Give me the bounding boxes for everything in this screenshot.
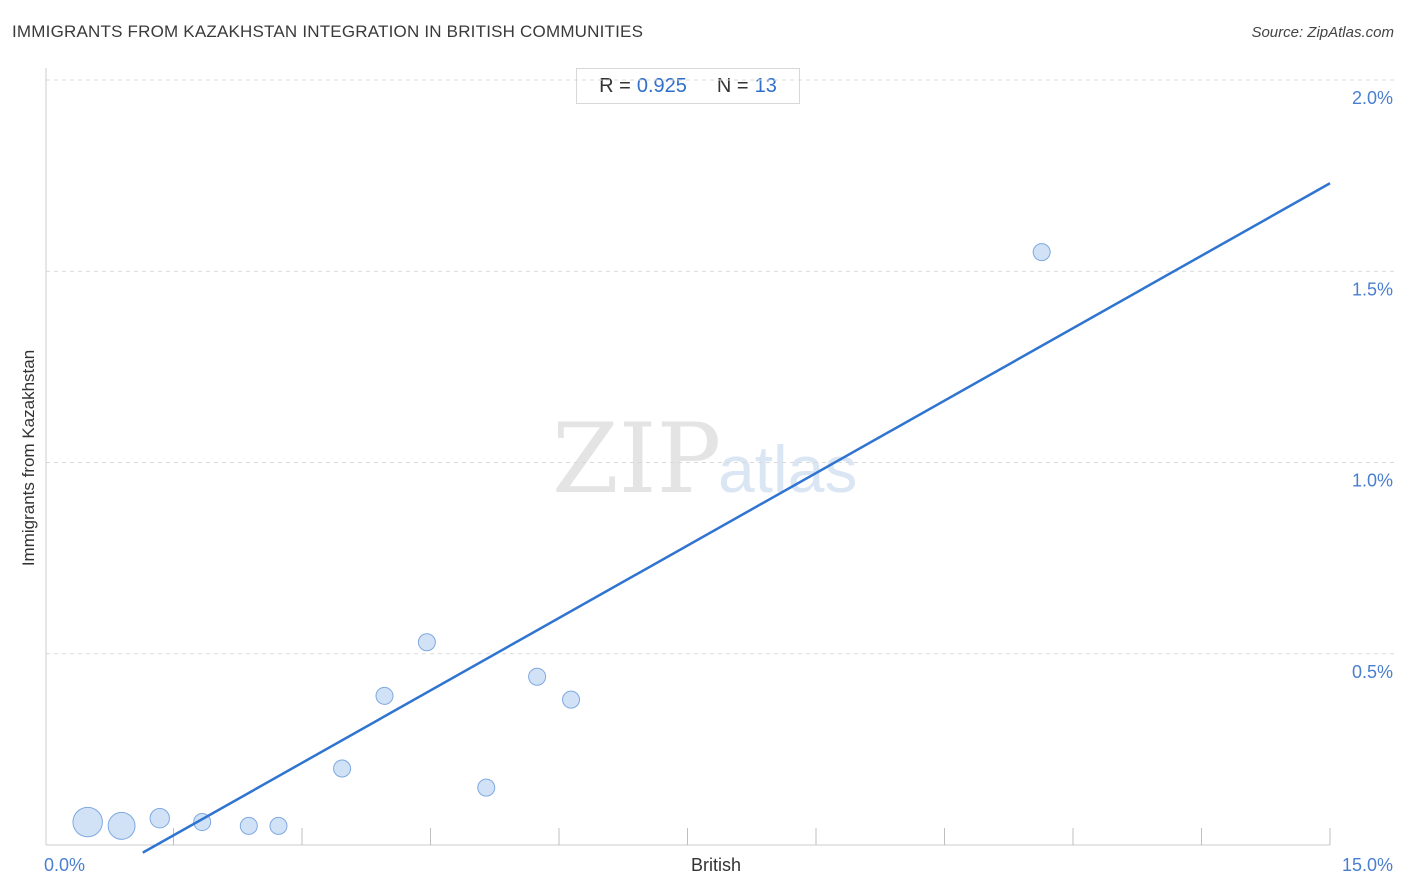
data-point-2 <box>149 808 170 829</box>
y-tick-label-2: 1.5% <box>1352 279 1393 299</box>
x-axis-label: British <box>691 855 741 875</box>
y-tick-label-3: 2.0% <box>1352 88 1393 108</box>
data-point-6 <box>333 759 352 778</box>
data-point-12 <box>1032 243 1051 262</box>
trend-line-group <box>142 182 1331 854</box>
data-point-9 <box>477 778 496 797</box>
tick-labels: 0.5% 1.0% 1.5% 2.0% 0.0% 15.0% <box>44 88 1393 875</box>
y-tick-label-1: 1.0% <box>1352 471 1393 491</box>
trend-line <box>142 182 1331 854</box>
stats-box: R = 0.925 N = 13 <box>576 68 800 104</box>
y-tick-label-0: 0.5% <box>1352 662 1393 682</box>
x-tick-label-0: 0.0% <box>44 855 85 875</box>
data-point-0 <box>72 806 103 838</box>
data-point-10 <box>528 667 547 686</box>
x-tick-label-1: 15.0% <box>1342 855 1393 875</box>
watermark-zip: ZIP <box>552 403 721 515</box>
watermark-atlas: atlas <box>718 432 857 506</box>
y-axis-label: Immigrants from Kazakhstan <box>19 350 38 566</box>
watermark: ZIP atlas <box>552 403 857 515</box>
grid <box>46 79 1395 655</box>
data-point-4 <box>239 816 258 835</box>
n-label: N = <box>716 74 749 97</box>
data-point-5 <box>269 816 288 835</box>
data-point-1 <box>107 811 136 840</box>
chart-title: IMMIGRANTS FROM KAZAKHSTAN INTEGRATION I… <box>12 22 644 41</box>
data-point-7 <box>375 686 394 705</box>
data-point-8 <box>417 633 436 652</box>
source-credit: Source: ZipAtlas.com <box>1251 24 1394 41</box>
data-points <box>72 243 1051 840</box>
data-point-11 <box>562 690 581 709</box>
axes <box>45 68 1331 846</box>
